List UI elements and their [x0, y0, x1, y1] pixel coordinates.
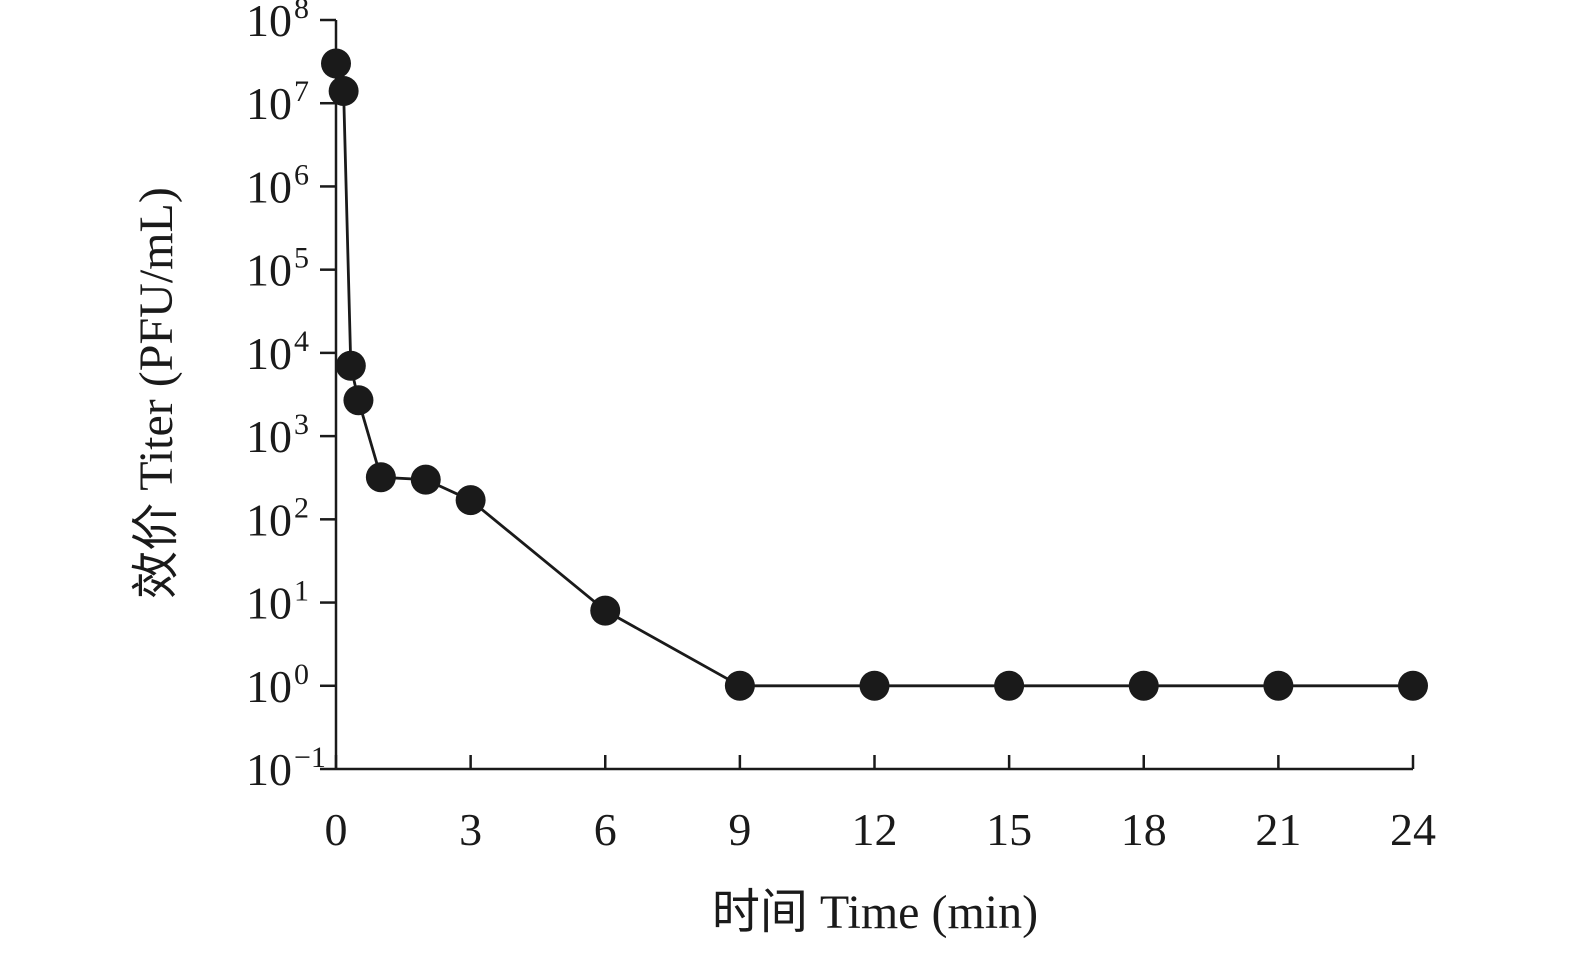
data-point: [859, 670, 890, 701]
y-tick-exponent: 2: [294, 491, 309, 524]
y-tick-label: 10: [246, 411, 292, 462]
series-layer: [321, 48, 1428, 701]
data-point: [410, 464, 441, 495]
y-tick-exponent: 8: [294, 0, 309, 25]
y-tick-label: 10: [246, 0, 292, 46]
x-tick-label: 21: [1255, 804, 1301, 855]
y-tick-exponent: 6: [294, 158, 309, 191]
y-tick-label: 10: [246, 494, 292, 545]
y-tick-exponent: 4: [294, 325, 309, 358]
data-point: [455, 485, 486, 516]
data-point: [994, 670, 1025, 701]
data-point: [343, 385, 374, 416]
x-tick-label: 12: [852, 804, 898, 855]
y-tick-exponent: 1: [294, 575, 309, 608]
y-tick-label: 10: [246, 328, 292, 379]
y-tick-label: 10: [246, 578, 292, 629]
y-tick-label: 10: [246, 245, 292, 296]
data-point: [1128, 670, 1159, 701]
y-tick-exponent: 7: [294, 75, 309, 108]
y-tick-label: 10: [246, 661, 292, 712]
x-tick-label: 18: [1121, 804, 1167, 855]
x-tick-label: 0: [325, 804, 348, 855]
data-point: [724, 670, 755, 701]
y-tick-exponent: 3: [294, 408, 309, 441]
x-tick-label: 15: [986, 804, 1032, 855]
data-point: [365, 462, 396, 493]
x-axis-title: 时间 Time (min): [712, 886, 1038, 939]
x-tick-label: 3: [459, 804, 482, 855]
y-tick-label: 10: [246, 744, 292, 795]
x-tick-label: 6: [594, 804, 617, 855]
y-tick-label: 10: [246, 78, 292, 129]
data-point: [1263, 670, 1294, 701]
data-point: [328, 76, 359, 107]
y-axis-title: 效价 Titer (PFU/mL): [130, 187, 183, 599]
data-point: [590, 595, 621, 626]
data-point: [321, 48, 351, 79]
data-point: [1398, 670, 1428, 701]
y-tick-exponent: 0: [294, 658, 309, 691]
series-line: [334, 63, 1413, 688]
y-tick-exponent: −1: [294, 741, 326, 774]
y-tick-label: 10: [246, 161, 292, 212]
y-tick-exponent: 5: [294, 242, 309, 275]
data-point: [335, 350, 366, 381]
x-tick-label: 9: [728, 804, 751, 855]
axes: 10 810 710 610 510 410 310 210 110 010 −10 3 6 9 12 15 1…: [246, 0, 1436, 855]
x-tick-label: 24: [1390, 804, 1436, 855]
